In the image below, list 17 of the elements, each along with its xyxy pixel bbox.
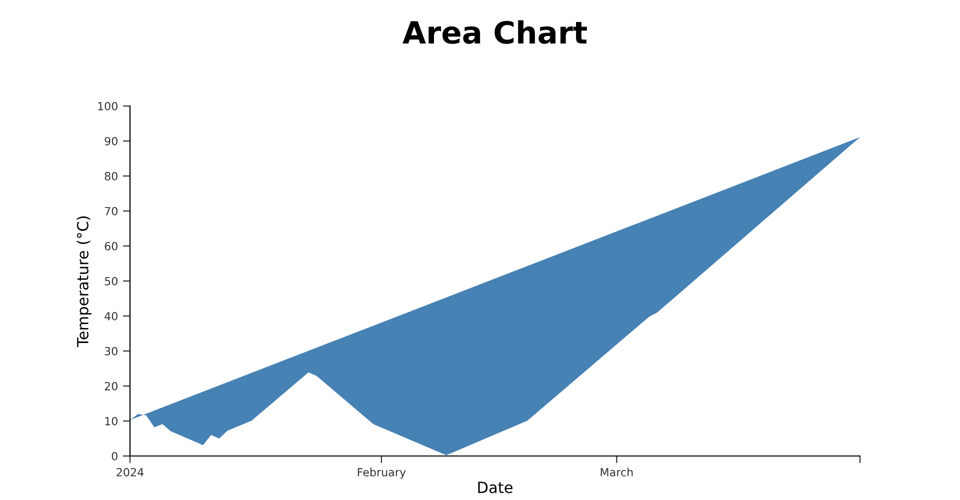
y-tick-label: 40 bbox=[104, 312, 118, 320]
x-tick-label: 2024 bbox=[116, 468, 144, 476]
chart-title: Area Chart bbox=[402, 20, 587, 44]
y-tick-label: 80 bbox=[104, 172, 118, 180]
x-tick-label: February bbox=[358, 468, 406, 479]
y-tick-label: 20 bbox=[104, 382, 118, 390]
y-tick-label: 60 bbox=[104, 242, 118, 250]
y-tick-label: 100 bbox=[98, 102, 118, 110]
y-tick-label: 90 bbox=[104, 136, 118, 146]
y-tick-label: 50 bbox=[104, 276, 118, 286]
x-tick-label: March bbox=[600, 468, 633, 476]
x-axis-title: Date bbox=[478, 482, 512, 494]
y-axis-title: Temperature (°C) bbox=[76, 216, 92, 347]
y-tick-label: 70 bbox=[104, 206, 118, 216]
y-tick-label: 0 bbox=[112, 452, 118, 460]
y-tick-label: 30 bbox=[104, 346, 118, 356]
y-tick-label: 10 bbox=[105, 416, 118, 426]
